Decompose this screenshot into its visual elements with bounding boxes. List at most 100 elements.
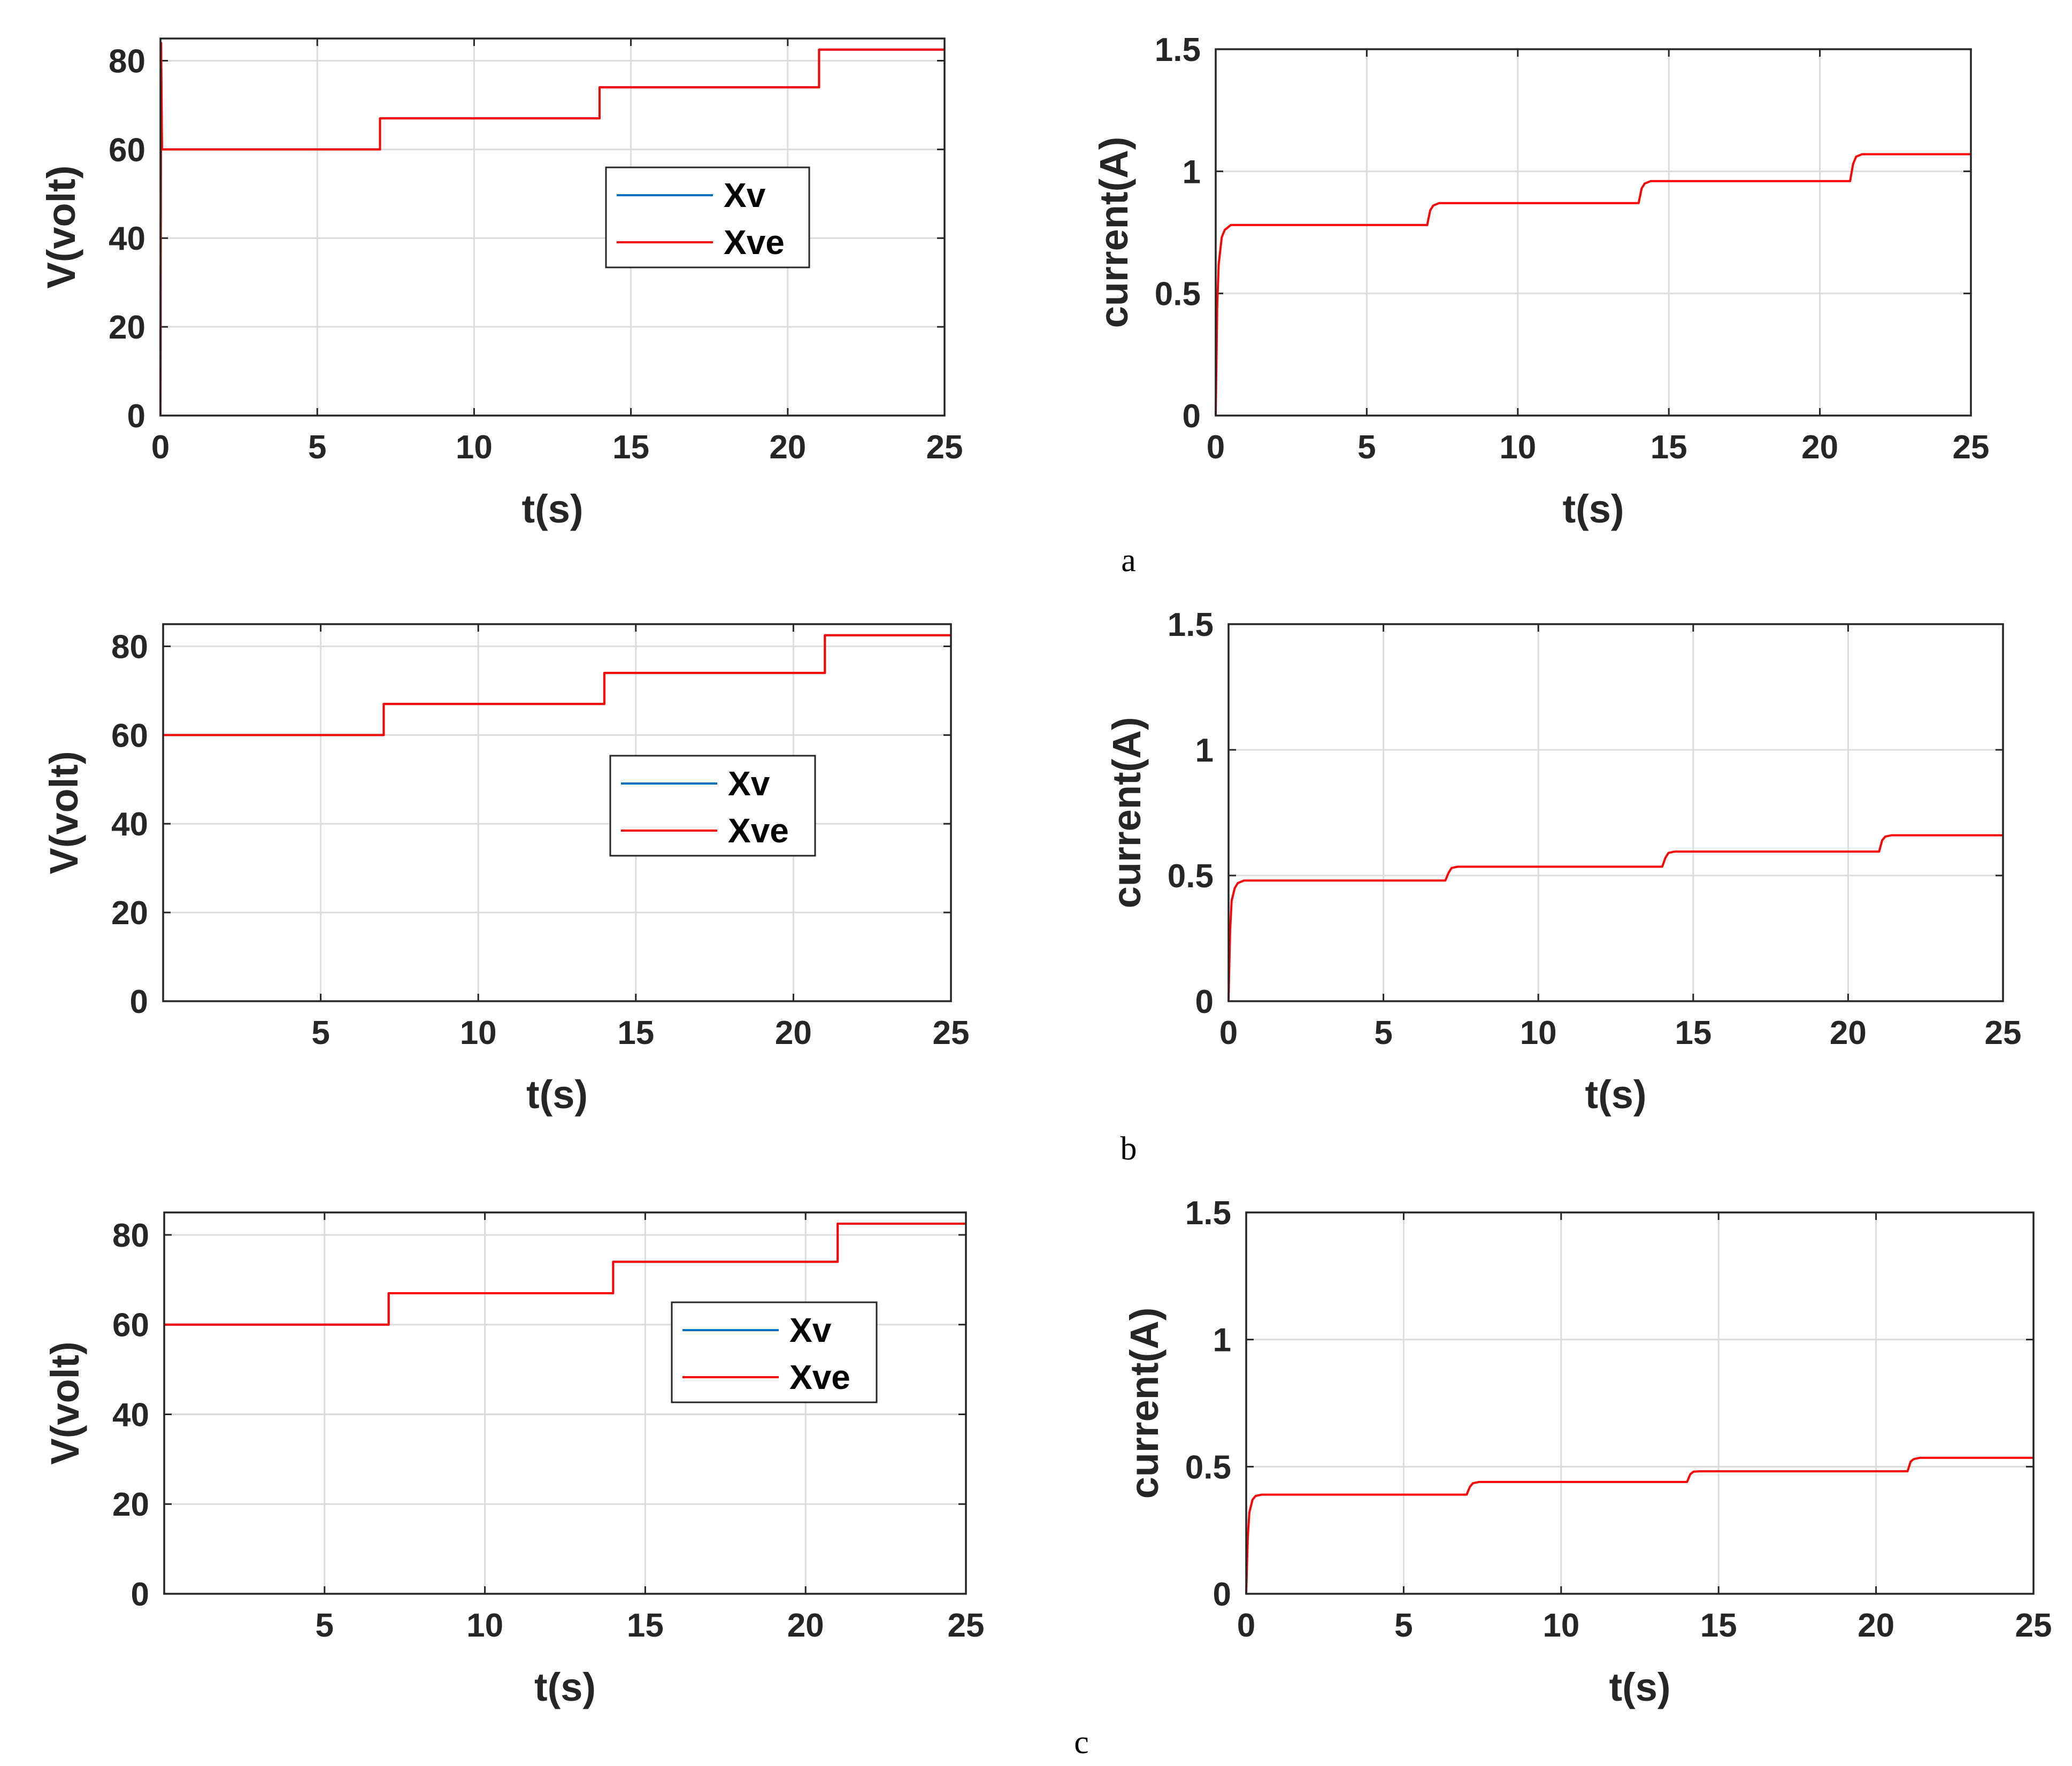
y-tick-label: 1.5	[1168, 606, 1214, 643]
series-line-xve	[1215, 153, 1971, 416]
series-line-xve	[163, 634, 951, 736]
series-line-xve	[159, 42, 945, 416]
x-tick-label: 25	[926, 429, 963, 466]
x-tick-label: 20	[769, 429, 806, 466]
chart-c-voltage: 5 10 15 20 25 0 20 40 60 80 t(s) V(volt) Xv Xve	[43, 1211, 985, 1709]
y-tick-label: 0	[130, 984, 148, 1020]
chart-c-current: 0 5 10 15 20 25 0 0.5 1 1.5 t(s) current(A)	[1122, 1195, 2052, 1709]
y-tick-label: 80	[112, 1217, 149, 1254]
y-tick-label: 40	[112, 1396, 149, 1433]
x-tick-label: 20	[1830, 1015, 1867, 1051]
plot-frame	[163, 1211, 967, 1595]
plot-area	[1246, 1212, 2033, 1594]
plot-frame	[159, 37, 946, 417]
x-tick-label: 0	[151, 429, 170, 466]
plot-frame	[162, 623, 952, 1002]
legend: Xv Xve	[671, 1301, 878, 1403]
legend-box	[671, 1301, 878, 1403]
x-tick-label: 20	[787, 1607, 824, 1644]
x-axis-label: t(s)	[526, 1072, 588, 1117]
y-tick-label: 0	[1213, 1576, 1231, 1613]
y-tick-label: 20	[112, 1486, 149, 1523]
plot-area	[1229, 624, 2003, 1001]
y-tick-label: 0.5	[1155, 276, 1201, 313]
x-tick-label: 10	[1520, 1015, 1557, 1051]
legend: Xv Xve	[605, 166, 810, 268]
legend-label-xve: Xve	[789, 1358, 850, 1396]
plot-frame	[1245, 1211, 2035, 1595]
y-tick-label: 1	[1213, 1322, 1231, 1359]
x-tick-label: 10	[466, 1607, 503, 1644]
x-tick-label: 15	[627, 1607, 664, 1644]
x-tick-label: 20	[1858, 1607, 1894, 1644]
x-tick-label: 5	[1394, 1607, 1413, 1644]
plot-area	[160, 39, 945, 416]
x-tick-label: 15	[617, 1015, 654, 1051]
x-axis-label: t(s)	[1562, 487, 1624, 531]
y-tick-label: 40	[109, 220, 145, 257]
legend-label-xve: Xve	[724, 223, 785, 262]
x-axis-label: t(s)	[1585, 1072, 1646, 1117]
chart-b-voltage: 5 10 15 20 25 0 20 40 60 80 t(s) V(volt) Xv Xve	[42, 623, 970, 1117]
legend-label-xv: Xv	[724, 176, 766, 214]
y-axis-label: V(volt)	[43, 1341, 87, 1464]
x-tick-label: 5	[311, 1015, 329, 1051]
plot-frame	[1227, 623, 2004, 1002]
x-tick-label: 0	[1219, 1015, 1238, 1051]
chart-a-current: 0 5 10 15 20 25 0 0.5 1 1.5 t(s) current(A)	[1092, 32, 1989, 531]
y-tick-label: 60	[112, 1307, 149, 1344]
y-axis-label: current(A)	[1092, 137, 1136, 328]
plot-frame	[1215, 48, 1972, 417]
x-tick-label: 10	[460, 1015, 497, 1051]
y-tick-label: 1	[1195, 732, 1214, 769]
x-axis-label: t(s)	[521, 487, 583, 531]
y-tick-label: 0	[127, 398, 145, 435]
legend-label-xv: Xv	[789, 1311, 832, 1349]
x-tick-label: 5	[1357, 429, 1376, 466]
y-tick-label: 40	[111, 806, 148, 843]
legend-label-xve: Xve	[728, 811, 789, 850]
x-tick-label: 0	[1237, 1607, 1255, 1644]
series-line-xve	[1227, 834, 2003, 1002]
x-tick-label: 25	[2015, 1607, 2052, 1644]
x-axis-label: t(s)	[1609, 1665, 1670, 1709]
y-tick-label: 60	[111, 717, 148, 754]
plot-area	[163, 624, 951, 1001]
y-tick-label: 1	[1183, 153, 1201, 190]
y-tick-label: 1.5	[1185, 1195, 1231, 1232]
x-axis-label: t(s)	[534, 1665, 596, 1709]
y-tick-label: 0.5	[1185, 1449, 1231, 1486]
y-axis-label: V(volt)	[39, 165, 83, 288]
legend-box	[609, 755, 816, 857]
y-axis-label: current(A)	[1104, 717, 1149, 909]
x-tick-label: 25	[1953, 429, 1990, 466]
chart-a-voltage: 0 5 10 15 20 25 0 20 40 60 80 t(s) V(volt) Xv Xve	[39, 37, 963, 531]
y-tick-label: 20	[111, 895, 148, 932]
caption-b: b	[1121, 1131, 1137, 1167]
x-tick-label: 10	[1499, 429, 1536, 466]
legend-label-xv: Xv	[728, 764, 770, 803]
y-tick-label: 80	[111, 628, 148, 665]
chart-b-current: 0 5 10 15 20 25 0 0.5 1 1.5 t(s) current(A)	[1104, 606, 2021, 1117]
x-tick-label: 25	[948, 1607, 985, 1644]
x-tick-label: 5	[316, 1607, 334, 1644]
y-tick-label: 1.5	[1155, 32, 1201, 68]
caption-c: c	[1074, 1724, 1089, 1761]
caption-a: a	[1121, 542, 1136, 579]
x-tick-label: 15	[1700, 1607, 1737, 1644]
x-tick-label: 5	[308, 429, 326, 466]
x-tick-label: 5	[1374, 1015, 1392, 1051]
y-axis-label: current(A)	[1122, 1308, 1167, 1499]
y-tick-label: 0	[1183, 398, 1201, 435]
series-line-xve	[164, 1223, 966, 1326]
x-tick-label: 25	[933, 1015, 970, 1051]
y-tick-label: 0	[131, 1576, 149, 1613]
x-tick-label: 15	[1651, 429, 1687, 466]
x-tick-label: 20	[775, 1015, 812, 1051]
y-tick-label: 20	[109, 309, 145, 346]
y-tick-label: 80	[109, 43, 145, 80]
x-tick-label: 20	[1801, 429, 1838, 466]
y-tick-label: 60	[109, 132, 145, 168]
